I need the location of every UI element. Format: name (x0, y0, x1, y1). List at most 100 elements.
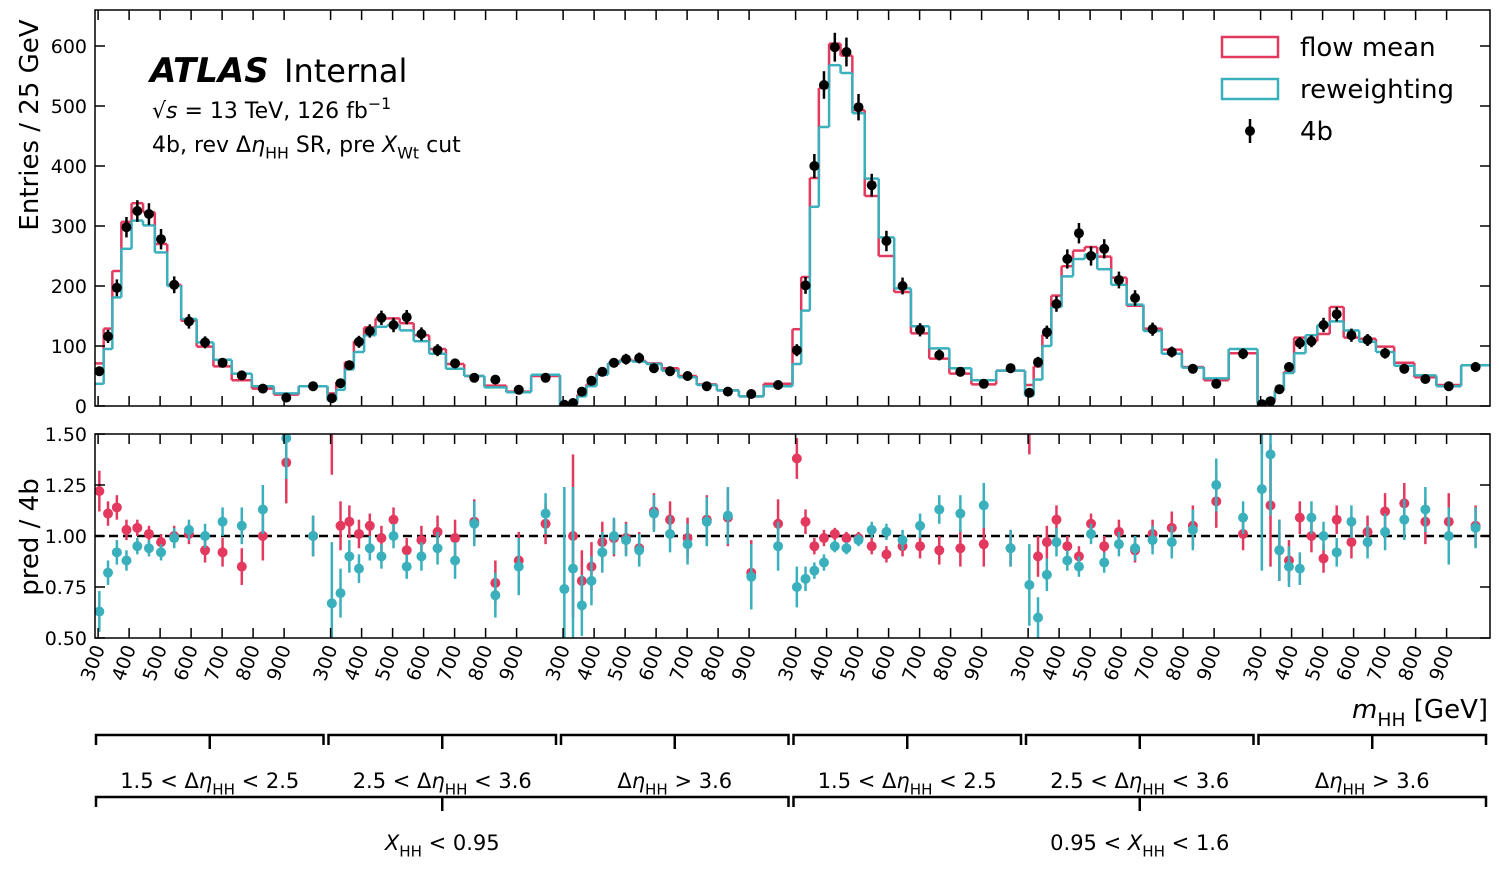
y-tick-label: 100 (51, 336, 87, 358)
region-label: XHH < 0.95 (384, 831, 500, 860)
data-point (1380, 348, 1391, 359)
region-brace (327, 733, 558, 749)
label-part: < 0.95 (422, 831, 500, 855)
ratio-point (388, 514, 399, 525)
region-brace (1257, 733, 1488, 749)
ratio-point (1166, 537, 1177, 548)
ratio-point (853, 535, 864, 546)
data-point (1187, 363, 1198, 374)
data-point (156, 234, 167, 245)
ratio-tick-label: 0.50 (45, 628, 87, 650)
data-point (1256, 399, 1267, 406)
data-point (722, 386, 733, 397)
data-point (1005, 363, 1016, 374)
region-brace (94, 795, 790, 811)
ratio-point (701, 516, 712, 527)
ratio-point (490, 590, 501, 601)
selection-label: 4b, rev ΔηHH SR, pre XWt cut (152, 133, 461, 163)
x-tick-label: 300 (1007, 642, 1040, 684)
ratio-point (955, 543, 966, 554)
data-point (388, 320, 399, 330)
ratio-point (111, 547, 122, 558)
data-point (401, 312, 412, 323)
ratio-point (200, 531, 211, 541)
ratio-point (576, 600, 587, 611)
x-tick-label: 900 (960, 642, 993, 684)
label-part: m (1352, 695, 1377, 725)
ratio-point (1318, 553, 1329, 564)
label-part: X (381, 133, 398, 158)
ratio-point (791, 453, 802, 464)
label-part: HH (1142, 780, 1165, 798)
data-point (469, 372, 480, 383)
label-part: X (384, 831, 400, 855)
ratio-point (217, 547, 228, 558)
x-tick-label: 400 (1038, 642, 1071, 684)
x-tick-label: 600 (1332, 642, 1365, 684)
x-tick-label: 600 (402, 642, 435, 684)
data-point (829, 42, 840, 53)
y-tick-label: 400 (51, 156, 87, 178)
label-part: η (251, 133, 265, 158)
label-part: HH (1142, 842, 1165, 860)
data-point (915, 324, 926, 335)
region-brace (559, 733, 790, 749)
ratio-point (866, 524, 877, 535)
label-part: HH (1377, 710, 1405, 731)
label-part: −1 (368, 94, 391, 113)
ratio-point (169, 533, 180, 544)
data-point (111, 282, 122, 293)
data-point (217, 357, 228, 368)
ratio-frame (94, 433, 1491, 639)
ratio-point (648, 508, 659, 519)
ratio-point (1238, 512, 1249, 523)
x-tick-label: 400 (1270, 642, 1303, 684)
ratio-point (432, 543, 443, 554)
ratio-point (236, 520, 247, 531)
ratio-point (978, 500, 989, 511)
label-part: HH (212, 780, 235, 798)
data-point (665, 366, 676, 377)
data-point (281, 392, 292, 403)
data-point (866, 180, 877, 191)
ratio-point (416, 551, 427, 562)
data-point (1073, 228, 1084, 239)
ratio-point (1099, 541, 1110, 552)
label-part: < 1.6 (1165, 831, 1229, 855)
ratio-point (1005, 543, 1016, 554)
ratio-point (559, 584, 570, 595)
data-point (1051, 299, 1062, 309)
ratio-point (95, 606, 105, 617)
x-tick-label: 500 (1301, 642, 1334, 684)
ratio-point (132, 541, 143, 552)
ratio-point (722, 510, 733, 521)
ratio-point (1443, 531, 1454, 541)
data-point (1294, 338, 1305, 348)
ratio-point (1147, 535, 1158, 546)
ratio-point (1399, 514, 1410, 525)
ratio-point (450, 555, 461, 566)
data-point (881, 236, 892, 246)
ratio-point (401, 545, 412, 556)
x-tick-label: 900 (1193, 642, 1226, 684)
ratio-point (915, 520, 926, 531)
ratio-point (1051, 537, 1062, 548)
ratio-point (1346, 516, 1357, 527)
ratio-point (1062, 541, 1073, 552)
label-part: = 13 TeV, 126 fb (178, 99, 368, 124)
ratio-point (132, 522, 143, 533)
ratio-tick-label: 1.50 (45, 424, 87, 446)
ratio-point (257, 531, 268, 541)
data-point (1238, 348, 1249, 359)
label-part: < 2.5 (235, 769, 299, 793)
region-label: 0.95 < XHH < 1.6 (1050, 831, 1229, 860)
x-tick-label: 600 (1100, 642, 1133, 684)
ratio-point (344, 551, 355, 562)
x-tick-label: 900 (728, 642, 761, 684)
data-point (490, 374, 501, 385)
data-point (326, 393, 337, 404)
ratio-point (1346, 537, 1357, 548)
data-point (1420, 374, 1431, 384)
x-tick-label: 500 (139, 642, 172, 684)
data-point (1274, 384, 1285, 395)
